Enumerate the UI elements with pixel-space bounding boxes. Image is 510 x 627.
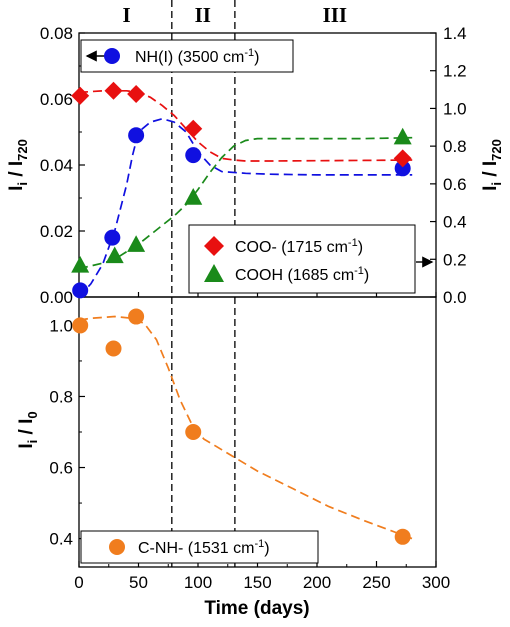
x-tick-label: 50	[129, 573, 148, 592]
top-left-tick-label: 0.06	[40, 90, 73, 109]
top-panel-ticks: 0.00 0.02 0.04 0.06 0.08 0.0 0.2 0.4 0.6 0.8 1.0 1.…	[40, 24, 467, 307]
data-point-coo	[127, 85, 146, 104]
data-point-cnh	[128, 308, 145, 325]
x-tick-label: 200	[303, 573, 331, 592]
bottom-y-tick-label: 0.8	[49, 387, 73, 406]
region-labels: I II III	[123, 3, 348, 27]
x-tick-label: 150	[243, 573, 271, 592]
data-point-coo	[71, 86, 90, 105]
legend-label: NH(I) (3500 cm-1)	[135, 47, 259, 66]
legend-cnh: C-NH- (1531 cm-1)	[80, 530, 319, 564]
data-point-cooh	[127, 235, 146, 252]
fit-curve-cooh	[78, 136, 413, 270]
legend-coo-cooh: COO- (1715 cm-1) COOH (1685 cm-1)	[188, 224, 434, 294]
top-right-tick-label: 1.2	[443, 62, 467, 81]
data-point-nh	[394, 160, 411, 177]
data-point-cooh	[184, 188, 203, 205]
data-point-coo	[184, 119, 203, 138]
top-left-tick-label: 0.00	[40, 288, 73, 307]
x-tick-label: 250	[362, 573, 390, 592]
top-right-tick-label: 0.6	[443, 175, 467, 194]
region-label-2: II	[195, 3, 211, 27]
region-boundaries	[171, 0, 236, 567]
data-point-coo	[393, 149, 412, 168]
top-left-tick-label: 0.02	[40, 222, 73, 241]
fit-curve-cnh	[78, 315, 413, 540]
x-tick-label: 300	[422, 573, 450, 592]
bottom-y-tick-label: 1.0	[49, 316, 73, 335]
fit-curve-coo	[78, 89, 413, 162]
legend-label: COOH (1685 cm-1)	[235, 265, 369, 284]
top-left-tick-label: 0.04	[40, 156, 73, 175]
data-point-nh	[104, 229, 121, 246]
bottom-axis-title-y: Ii / I0	[16, 411, 40, 448]
bottom-panel-ticks: 0.4 0.6 0.8 1.0 0 50 100 150 200 250 300	[49, 292, 450, 592]
top-right-axis-title: Ii / I720	[480, 139, 504, 191]
top-left-tick-label: 0.08	[40, 24, 73, 43]
region-label-3: III	[323, 3, 348, 27]
data-point-cooh	[71, 255, 90, 273]
data-point-cooh	[393, 127, 412, 145]
x-tick-label: 100	[184, 573, 212, 592]
data-point-nh	[72, 282, 89, 299]
bottom-y-tick-label: 0.6	[49, 459, 73, 478]
region-label-1: I	[123, 3, 131, 27]
data-point-cooh	[105, 246, 124, 264]
top-right-tick-label: 1.4	[443, 24, 467, 43]
x-tick-label: 0	[74, 573, 83, 592]
top-left-axis-title: Ii / I720	[6, 139, 30, 191]
legend-nh: NH(I) (3500 cm-1)	[80, 39, 294, 73]
top-right-tick-label: 0.2	[443, 250, 467, 269]
data-point-nh	[185, 147, 202, 164]
bottom-panel-frame	[78, 296, 437, 568]
legend-label: COO- (1715 cm-1)	[235, 237, 363, 256]
top-right-tick-label: 0.8	[443, 137, 467, 156]
data-point-cnh	[185, 424, 202, 440]
data-point-cnh	[394, 528, 411, 545]
data-point-cnh	[72, 317, 89, 334]
legend-label: C-NH- (1531 cm-1)	[138, 538, 270, 557]
data-markers	[71, 81, 412, 545]
top-right-tick-label: 0.0	[443, 288, 467, 307]
data-point-cnh	[105, 340, 122, 357]
top-right-tick-label: 1.0	[443, 99, 467, 118]
bottom-y-tick-label: 0.4	[49, 530, 73, 549]
x-axis-title: Time (days)	[204, 598, 309, 619]
data-point-nh	[128, 127, 145, 144]
data-point-coo	[104, 81, 123, 100]
top-right-tick-label: 0.4	[443, 213, 467, 232]
